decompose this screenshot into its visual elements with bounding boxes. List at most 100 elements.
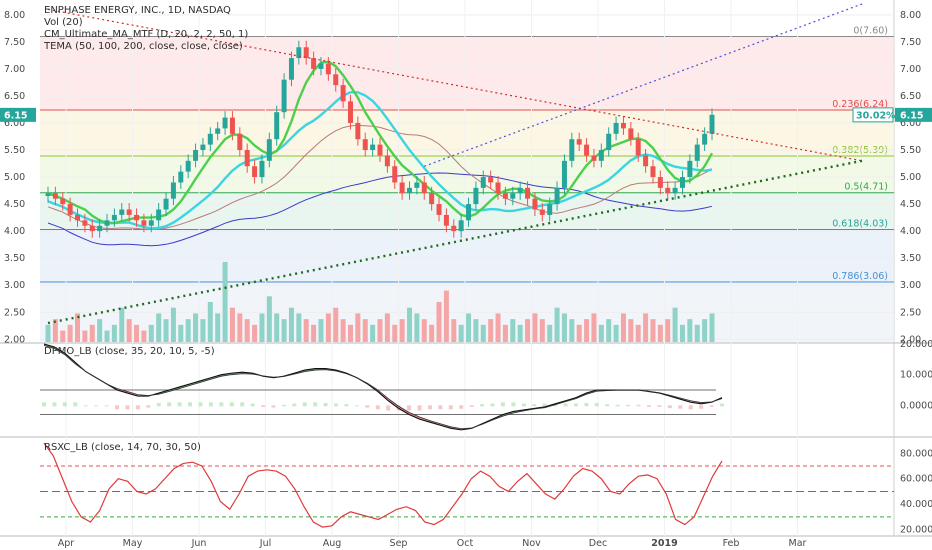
candle-body [539,209,545,215]
volume-bar [443,290,449,342]
candle-body [97,225,103,232]
dpmo-histogram-bar [626,404,631,407]
volume-bar [502,324,508,342]
candle-body [635,139,641,156]
fib-level-label: 0.5(4.71) [844,182,888,193]
volume-bar [613,324,619,342]
volume-bar [458,324,464,342]
candle-body [679,177,685,188]
candle-body [473,187,479,205]
candle-body [67,204,73,215]
fib-zone [40,36,894,110]
candle-body [347,101,353,123]
dpmo-histogram-bar [699,405,704,409]
candle-body [407,187,413,194]
candle-body [141,220,147,226]
y-tick-right: 7.50 [900,37,921,48]
y-tick-right: 5.00 [900,172,921,183]
volume-bar [303,319,309,342]
volume-bar [554,307,560,342]
candle-body [584,144,590,156]
volume-bar [215,313,221,342]
dpmo-histogram-bar [115,405,120,410]
volume-bar [569,319,575,342]
volume-bar [111,324,117,342]
dpmo-histogram-bar [573,403,578,407]
candle-body [193,150,199,161]
x-tick-label: Feb [723,538,740,549]
candle-body [252,166,258,178]
dpmo-histogram-bar [42,402,46,407]
rsxc-legend: RSXC_LB (close, 14, 70, 30, 50) [44,442,201,454]
y-tick-right: 3.00 [900,280,921,291]
candle-body [281,79,287,113]
candle-body [229,117,235,134]
target-tag-label: 30.02% [856,110,896,121]
x-tick-label: Sep [390,538,408,549]
candle-body [333,74,339,86]
fib-level-label: 0.618(4.03) [832,219,888,230]
candle-body [392,166,398,183]
x-tick-label: May [123,538,143,549]
dpmo-histogram-bar [709,405,714,407]
dpmo-histogram-bar [302,402,307,407]
dpmo-histogram-bar [480,404,485,407]
rsxc-y-tick: 80.0000 [900,448,932,459]
dpmo-histogram-bar [657,405,662,407]
volume-bar [643,313,649,342]
volume-bar [429,324,435,342]
volume-bar [60,330,66,342]
candle-body [458,220,464,232]
ma-cyan-line [47,91,713,230]
candle-body [377,144,383,156]
x-tick-label: Jul [259,538,271,549]
volume-bar [480,324,486,342]
volume-bar [52,319,58,342]
indicator-vol: Vol (20) [44,17,83,28]
candle-body [60,198,66,205]
y-tick-left: 3.50 [4,253,25,264]
candle-body [296,47,302,59]
dpmo-histogram-bar [594,402,599,407]
dpmo-y-tick: 0.0000 [900,400,932,411]
dpmo-histogram-bar [292,403,297,407]
candle-body [244,150,250,167]
last-price-label-right: 6.15 [900,110,923,121]
volume-bar [598,324,604,342]
dpmo-histogram-bar [417,405,422,411]
dpmo-histogram-bar [219,402,224,407]
y-tick-right: 3.50 [900,253,921,264]
dpmo-histogram-bar [281,404,286,407]
y-tick-left: 8.00 [4,10,25,21]
volume-bar [170,307,176,342]
volume-bar [525,319,531,342]
candle-body [82,220,88,226]
dpmo-histogram-bar [438,405,443,410]
dpmo-histogram-bar [646,405,651,407]
candle-body [443,214,449,226]
last-price-label-left: 6.15 [4,110,27,121]
candle-body [75,214,81,221]
volume-bar [200,319,206,342]
rsxc-y-tick: 60.0000 [900,474,932,485]
candle-body [340,85,346,102]
candle-body [355,122,361,140]
x-tick-label: Jun [191,538,207,549]
candle-body [178,171,184,183]
dpmo-histogram-bar [667,405,672,409]
volume-bar [709,313,715,342]
candle-body [495,182,501,194]
dpmo-histogram-bar [208,402,213,407]
dpmo-title: DPMO_LB (close, 35, 20, 10, 5, -5) [44,346,215,357]
candle-body [709,114,715,134]
target-tag [852,107,894,123]
y-tick-right: 5.50 [900,145,921,156]
y-tick-left: 6.00 [4,118,25,129]
candle-body [370,144,376,151]
dpmo-histogram-bar [334,403,339,407]
candle-body [480,177,486,188]
volume-bar [421,319,427,342]
dpmo-histogram-bar [605,404,610,407]
volume-bar [259,313,265,342]
